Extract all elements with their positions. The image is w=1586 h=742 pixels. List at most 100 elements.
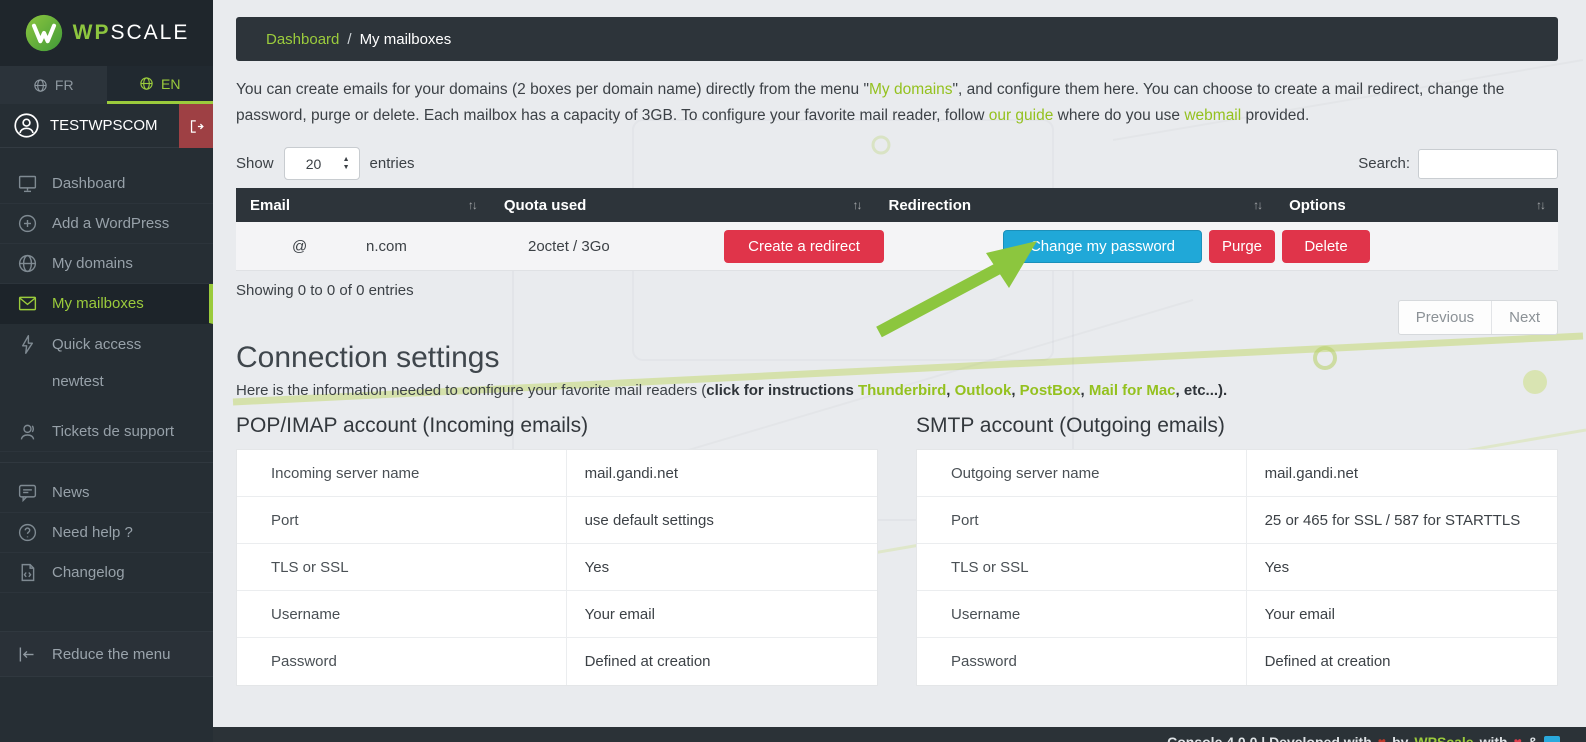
table-row: TLS or SSL Yes: [917, 544, 1557, 591]
table-row: Incoming server name mail.gandi.net: [237, 450, 877, 497]
row-value: Yes: [584, 558, 610, 576]
table-row: @ n.com 2octet / 3Go Create a redirect C…: [236, 222, 1558, 271]
globe-icon: [34, 78, 47, 92]
page-size-select[interactable]: 20 ▲ ▼: [283, 147, 360, 180]
table-row: Port use default settings: [237, 497, 877, 544]
row-label: Password: [917, 638, 1247, 685]
sidebar-item-label: Tickets de support: [52, 423, 174, 440]
page-length-control: Show 20 ▲ ▼ entries: [236, 147, 415, 180]
connection-tables: POP/IMAP account (Incoming emails) Incom…: [236, 414, 1558, 686]
sidebar-item-label: My domains: [52, 255, 133, 272]
comma: ,: [1011, 382, 1020, 399]
logo-text: WPSCALE: [72, 21, 190, 44]
username-label: TESTWPSCOM: [50, 117, 158, 134]
search-input[interactable]: [1418, 148, 1558, 179]
search-label: Search:: [1358, 155, 1410, 172]
heart-icon: ♥: [1377, 734, 1387, 742]
column-header-email[interactable]: Email ↑↓: [236, 188, 490, 222]
sidebar-item-support-tickets[interactable]: Tickets de support: [0, 412, 213, 452]
column-header-redirection[interactable]: Redirection ↑↓: [875, 188, 1276, 222]
sidebar-item-label: Need help ?: [52, 524, 133, 541]
table-row: Password Defined at creation: [237, 638, 877, 685]
change-password-button[interactable]: Change my password: [1003, 230, 1202, 263]
question-circle-icon: [15, 522, 39, 543]
sidebar-item-label: News: [52, 484, 90, 501]
sidebar-item-dashboard[interactable]: Dashboard: [0, 164, 213, 204]
sidebar-item-add-wordpress[interactable]: Add a WordPress: [0, 204, 213, 244]
code-file-icon: [15, 562, 39, 583]
row-label: Port: [917, 497, 1247, 543]
mailboxes-table: Email ↑↓ Quota used ↑↓ Redirection ↑↓ Op…: [236, 188, 1558, 271]
row-value: mail.gandi.net: [1264, 464, 1358, 482]
row-label: TLS or SSL: [917, 544, 1247, 590]
footer-text: Console 4.0.0 | Developed with: [1167, 734, 1372, 742]
webmail-link[interactable]: webmail: [1184, 107, 1242, 124]
column-label: Options: [1289, 196, 1346, 214]
breadcrumb-separator: /: [347, 30, 352, 48]
sidebar-item-need-help[interactable]: Need help ?: [0, 513, 213, 553]
wpscale-logo[interactable]: WPSCALE: [0, 0, 213, 66]
logout-icon: [190, 119, 204, 133]
globe-icon: [15, 253, 39, 274]
sort-icon[interactable]: ↑↓: [1535, 198, 1546, 212]
connection-bold-text: click for instructions: [706, 382, 854, 399]
sidebar-item-label: Dashboard: [52, 175, 126, 192]
connection-text: Here is the information needed to config…: [236, 382, 707, 399]
purge-button[interactable]: Purge: [1209, 230, 1275, 263]
pagination: Previous Next: [1397, 300, 1558, 335]
sort-icon[interactable]: ↑↓: [467, 198, 478, 212]
globe-icon: [140, 77, 153, 90]
language-tab-fr[interactable]: FR: [0, 66, 107, 104]
menu-spacer: [0, 398, 213, 412]
logout-button[interactable]: [179, 104, 213, 148]
description-text: provided.: [1241, 107, 1310, 124]
language-tab-fr-label: FR: [54, 77, 74, 93]
page-size-value: 20: [305, 155, 322, 172]
sidebar-item-label: Changelog: [52, 564, 125, 581]
sidebar-item-label: My mailboxes: [52, 295, 144, 312]
sort-icon[interactable]: ↑↓: [1253, 198, 1263, 212]
row-value: 25 or 465 for SSL / 587 for STARTTLS: [1264, 511, 1521, 529]
heart-icon: ♥: [1513, 734, 1522, 742]
connection-description: Here is the information needed to config…: [236, 382, 1558, 399]
my-domains-link[interactable]: My domains: [868, 81, 953, 98]
table-controls: Show 20 ▲ ▼ entries Search:: [236, 147, 1558, 180]
entries-summary: Showing 0 to 0 of 0 entries: [236, 282, 414, 299]
breadcrumb-dashboard-link[interactable]: Dashboard: [266, 30, 340, 48]
row-value: Your email: [584, 605, 655, 623]
language-tab-en-label: EN: [161, 75, 181, 92]
sidebar-item-quick-access[interactable]: Quick access: [0, 324, 213, 364]
search-control: Search:: [1358, 148, 1558, 179]
our-guide-link[interactable]: our guide: [988, 107, 1054, 124]
column-header-quota[interactable]: Quota used ↑↓: [490, 188, 875, 222]
language-tab-en[interactable]: EN: [106, 66, 213, 104]
column-header-options[interactable]: Options ↑↓: [1275, 188, 1558, 222]
sidebar-item-reduce-menu[interactable]: Reduce the menu: [0, 631, 213, 677]
sidebar-item-my-mailboxes[interactable]: My mailboxes: [0, 284, 213, 324]
create-redirect-button[interactable]: Create a redirect: [724, 230, 884, 263]
sidebar-item-my-domains[interactable]: My domains: [0, 244, 213, 284]
delete-button[interactable]: Delete: [1282, 230, 1370, 263]
sidebar-item-label: Quick access: [52, 335, 142, 353]
column-label: Email: [250, 196, 291, 214]
comma: ,: [946, 382, 955, 399]
monitor-icon: [15, 173, 39, 194]
thunderbird-link[interactable]: Thunderbird: [857, 382, 947, 399]
sidebar-item-newtest[interactable]: newtest: [0, 364, 213, 398]
mail-for-mac-link[interactable]: Mail for Mac: [1088, 382, 1176, 399]
sort-icon[interactable]: ↑↓: [852, 198, 863, 212]
row-value: mail.gandi.net: [584, 464, 678, 482]
email-domain: n.com: [366, 238, 407, 255]
outlook-link[interactable]: Outlook: [954, 382, 1012, 399]
sidebar-item-changelog[interactable]: Changelog: [0, 553, 213, 593]
sidebar-item-news[interactable]: News: [0, 473, 213, 513]
breadcrumb-current: My mailboxes: [359, 30, 452, 48]
lightning-icon: [15, 334, 39, 355]
user-menu[interactable]: TESTWPSCOM: [0, 104, 213, 148]
previous-page-button[interactable]: Previous: [1399, 301, 1491, 334]
next-page-button[interactable]: Next: [1491, 301, 1557, 334]
row-label: Username: [237, 591, 567, 637]
wpscale-footer-link[interactable]: WPScale: [1414, 734, 1474, 742]
postbox-link[interactable]: PostBox: [1019, 382, 1081, 399]
menu-divider: [0, 462, 213, 463]
